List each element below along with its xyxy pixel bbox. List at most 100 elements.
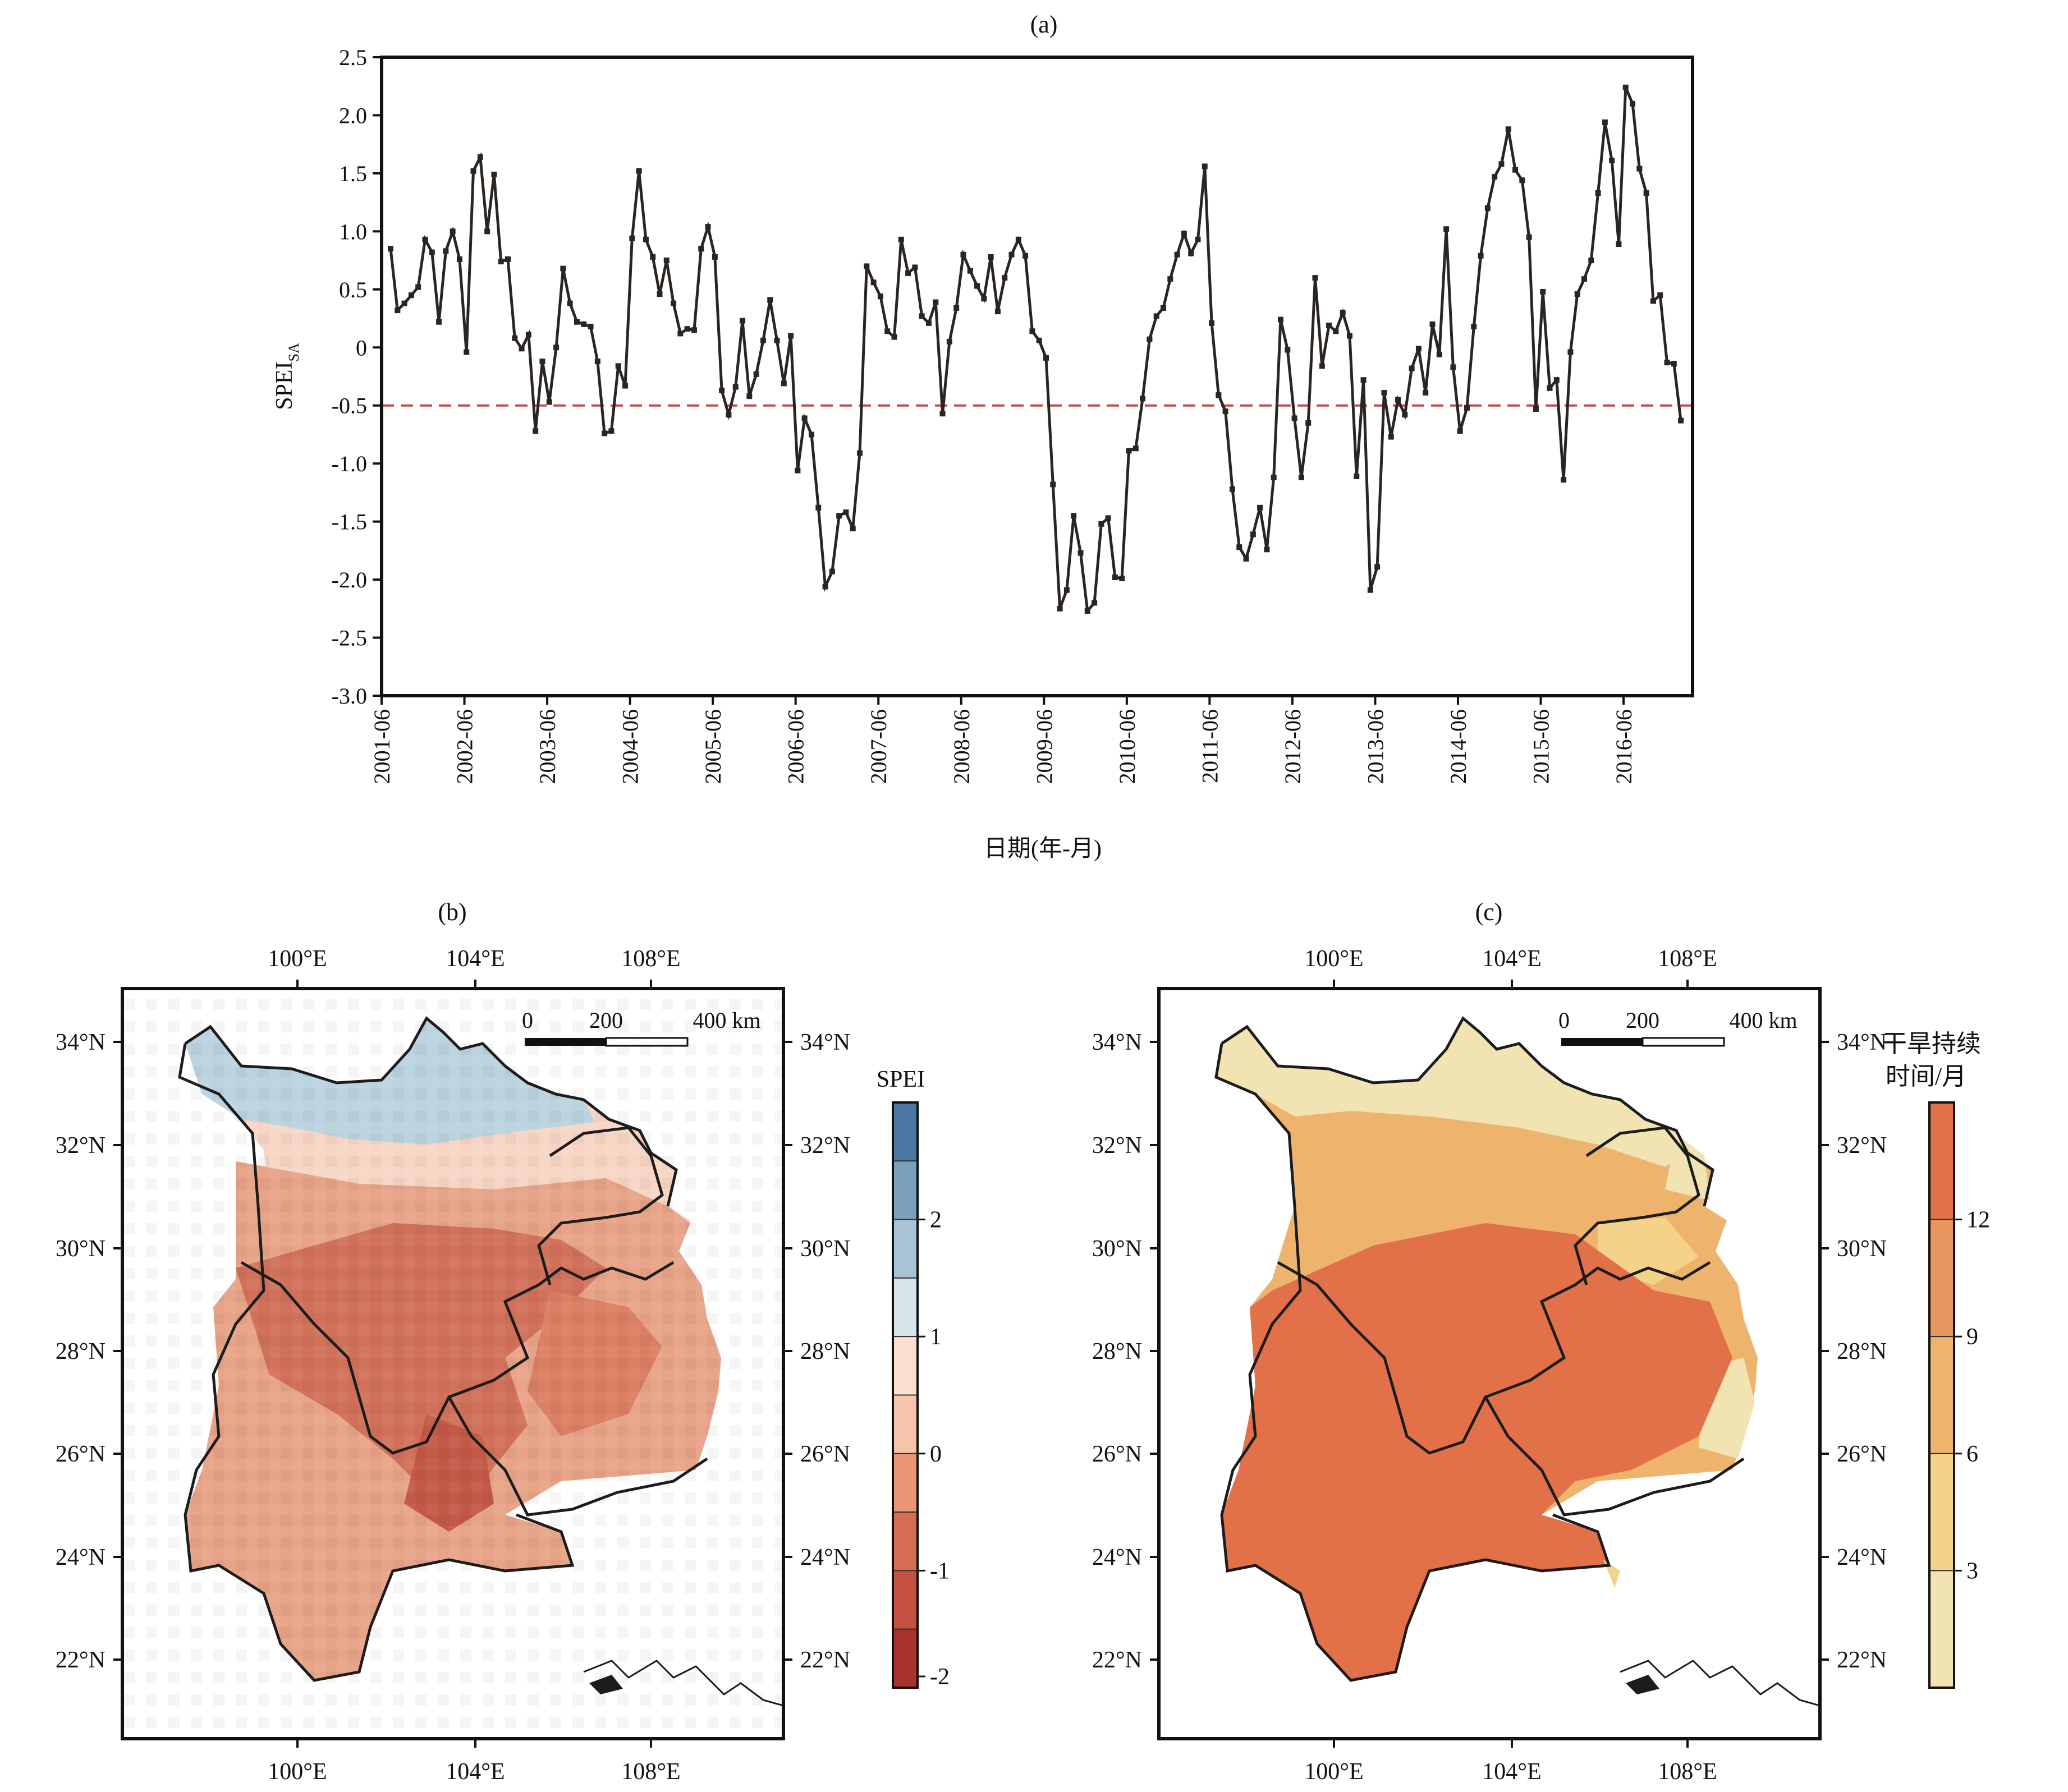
y-tick-label: -3.0	[332, 683, 367, 709]
data-point	[1326, 322, 1332, 328]
data-point	[1450, 364, 1456, 370]
colorbar-tick-label: 3	[1966, 1558, 1978, 1584]
data-point	[539, 359, 545, 365]
data-point	[1250, 531, 1256, 537]
data-point	[974, 283, 980, 289]
colorbar-frame	[892, 1101, 919, 1689]
x-axis: 2001-06 2002-06 2003-06 2004-06 2005-06 2006-…	[369, 696, 1636, 784]
data-point	[408, 292, 414, 298]
colorbar-swatch	[892, 1277, 918, 1338]
x-tick-label: 2013-06	[1363, 709, 1388, 784]
data-point	[1202, 163, 1208, 169]
data-point	[919, 313, 925, 319]
scale-bar-c: 0 200 400 km	[1558, 1008, 1798, 1047]
x-tick-label: 2008-06	[949, 709, 974, 784]
lon-label-top: 104°E	[1482, 946, 1541, 972]
data-point	[677, 330, 684, 337]
data-point	[533, 428, 539, 434]
lat-label-right: 24°N	[800, 1545, 850, 1570]
data-point	[1147, 336, 1153, 342]
data-point	[1650, 298, 1656, 304]
data-point	[602, 430, 608, 436]
lon-label-top: 104°E	[446, 946, 505, 972]
data-point	[1574, 291, 1580, 297]
data-point	[815, 504, 822, 511]
lat-label-right: 32°N	[1837, 1133, 1887, 1159]
data-point	[1512, 167, 1519, 173]
data-point	[1181, 231, 1187, 237]
lon-label-top: 100°E	[268, 946, 327, 972]
data-point	[553, 344, 560, 351]
data-point	[1043, 355, 1049, 361]
data-point	[1567, 349, 1574, 355]
data-point	[622, 383, 629, 389]
data-point	[1278, 316, 1284, 323]
data-point	[657, 291, 663, 297]
data-point	[429, 249, 435, 255]
data-point	[1257, 504, 1263, 511]
lat-label-right: 26°N	[1837, 1441, 1887, 1467]
colorbar-swatch	[1929, 1453, 1955, 1572]
lon-label-bottom: 108°E	[1658, 1759, 1717, 1785]
data-point	[491, 171, 497, 177]
data-point	[705, 224, 711, 230]
data-point	[1305, 420, 1312, 426]
y-tick-label: 2.0	[339, 103, 367, 128]
data-point	[1381, 389, 1387, 396]
lat-label-right: 22°N	[800, 1647, 850, 1673]
data-point	[1664, 360, 1670, 366]
data-point	[1029, 328, 1035, 334]
lat-label-left: 30°N	[1092, 1236, 1142, 1262]
lon-label-bottom: 108°E	[621, 1759, 680, 1785]
data-point	[560, 265, 566, 272]
data-point	[1161, 305, 1167, 311]
scale-label: 400 km	[1729, 1008, 1797, 1033]
data-point	[691, 327, 697, 333]
data-point	[1008, 251, 1015, 258]
colorbar-duration: 12 9 6 3	[1928, 1101, 1990, 1689]
data-point	[774, 337, 780, 343]
spei-map	[122, 989, 783, 1739]
x-tick-label: 2016-06	[1611, 709, 1636, 784]
lat-label-left: 28°N	[56, 1339, 106, 1364]
colorbar-tick-label: 1	[930, 1324, 942, 1350]
data-point	[1098, 521, 1104, 527]
data-point	[1443, 226, 1450, 232]
data-point	[671, 300, 677, 306]
lat-label-left: 30°N	[56, 1236, 106, 1262]
data-point	[1229, 486, 1235, 492]
data-point	[719, 387, 725, 393]
lat-label-right: 28°N	[800, 1339, 850, 1364]
colorbar-title-c-line1: 干旱持续	[1882, 1030, 1981, 1058]
data-point	[877, 293, 883, 300]
data-point	[1312, 275, 1318, 281]
lat-label-right: 30°N	[800, 1236, 850, 1262]
data-point	[1126, 448, 1132, 454]
data-point	[1492, 174, 1498, 180]
data-point	[1036, 337, 1042, 343]
data-point	[1346, 333, 1352, 339]
data-point	[1112, 574, 1118, 580]
data-point	[464, 349, 470, 355]
scale-label: 400 km	[693, 1008, 760, 1033]
scale-label: 0	[1558, 1008, 1570, 1033]
lat-label-right: 26°N	[800, 1441, 850, 1467]
y-tick-label: -0.5	[332, 393, 367, 419]
data-point	[519, 346, 525, 352]
colorbar-frame	[1928, 1101, 1955, 1689]
x-tick-label: 2006-06	[783, 709, 809, 784]
data-point	[960, 251, 966, 258]
data-point	[1367, 587, 1373, 593]
data-point	[1415, 346, 1422, 352]
data-point	[1609, 158, 1615, 164]
lat-label-right: 28°N	[1837, 1339, 1887, 1364]
data-point	[1084, 608, 1090, 614]
data-point	[1209, 320, 1215, 326]
data-point	[1374, 564, 1381, 570]
data-point	[905, 270, 911, 276]
data-point	[484, 228, 490, 235]
colorbar-swatch	[892, 1511, 918, 1572]
data-point	[1553, 377, 1560, 383]
data-point	[864, 263, 870, 269]
